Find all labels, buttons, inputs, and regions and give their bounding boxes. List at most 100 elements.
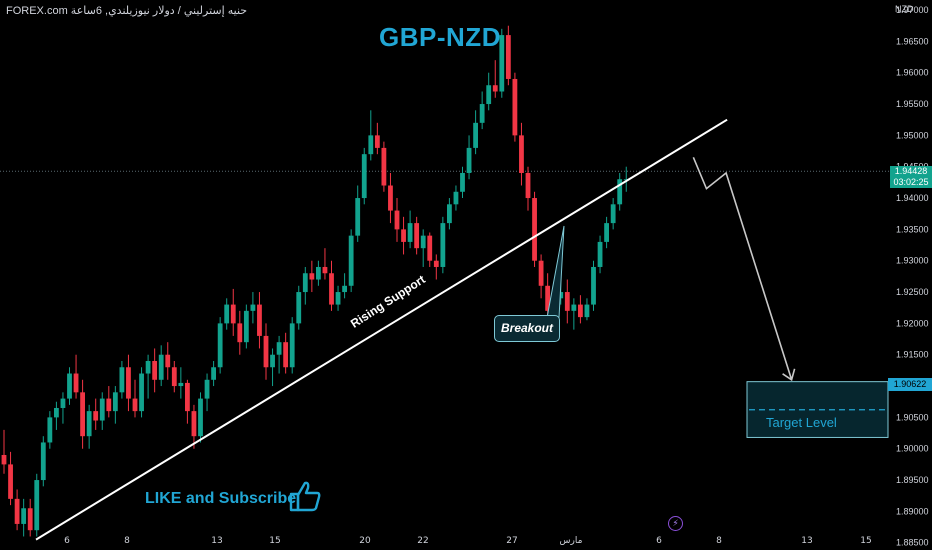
candle-down [73, 373, 79, 393]
candle-down [283, 342, 289, 368]
candle-up [610, 204, 616, 224]
price-tick-label: 1.89500 [896, 475, 929, 485]
price-tick-label: 1.93500 [896, 224, 929, 234]
target-level-label: Target Level [766, 415, 837, 430]
price-tick-label: 1.88500 [896, 538, 929, 548]
candle-up [617, 179, 623, 205]
candle-up [407, 223, 413, 242]
candle-down [126, 367, 131, 399]
candle-up [34, 480, 40, 531]
price-tick-label: 1.96000 [896, 68, 929, 78]
candle-down [545, 285, 551, 311]
date-tick-label: 6 [656, 536, 662, 546]
price-tick-label: 1.89000 [896, 506, 929, 516]
candle-down [381, 147, 387, 186]
candle-up [460, 172, 465, 192]
candle-up [473, 122, 478, 148]
price-tick-label: 1.95500 [896, 99, 929, 109]
candle-down [1, 454, 7, 465]
candle-down [414, 223, 420, 249]
candle-down [505, 35, 511, 79]
candle-down [191, 411, 197, 437]
candle-down [257, 304, 262, 336]
date-tick-label: 27 [506, 536, 517, 546]
candle-up [584, 304, 590, 318]
candle-down [80, 392, 85, 437]
price-tick-label: 1.96500 [896, 36, 929, 46]
candle-up [368, 135, 374, 155]
date-tick-label: 13 [801, 536, 812, 546]
candle-up [316, 266, 321, 280]
candle-up [99, 398, 105, 421]
price-tick-label: 1.90500 [896, 412, 929, 422]
current-price-tag: 1.94428 03:02:25 [890, 166, 932, 188]
price-axis-unit: NZD [895, 4, 914, 14]
candle-up [447, 204, 452, 224]
candle-up [145, 360, 151, 374]
candle-up [342, 285, 347, 293]
candle-up [21, 508, 27, 524]
candle-down [427, 235, 433, 261]
candle-down [532, 198, 537, 261]
candle-up [250, 304, 256, 311]
chart-title: GBP-NZD [379, 22, 501, 52]
candle-up [276, 342, 282, 355]
candle-up [499, 35, 505, 92]
candle-up [224, 304, 230, 324]
price-tick-label: 1.92000 [896, 318, 929, 328]
price-tick-label: 1.95000 [896, 130, 929, 140]
candle-down [433, 260, 439, 267]
candle-down [309, 273, 315, 280]
candle-up [335, 292, 341, 305]
candle-up [440, 223, 446, 267]
candle-up [604, 223, 609, 242]
candle-up [296, 292, 302, 324]
candle-up [112, 392, 118, 412]
candle-down [512, 78, 518, 136]
candle-up [348, 235, 354, 286]
candle-up [558, 292, 564, 299]
candle-down [237, 323, 243, 343]
bolt-icon[interactable]: ⚡ [668, 516, 683, 531]
date-tick-label: 15 [860, 536, 871, 546]
candle-down [564, 292, 570, 311]
current-price-value: 1.94428 [894, 166, 928, 176]
candle-down [132, 398, 138, 412]
candle-down [492, 85, 498, 92]
candle-down [519, 135, 524, 173]
candle-down [263, 335, 269, 368]
thumbs-up-icon [289, 481, 321, 512]
candle-up [40, 442, 46, 481]
candle-up [60, 398, 66, 408]
candle-down [401, 229, 406, 242]
candle-up [86, 411, 92, 437]
candle-down [374, 135, 380, 148]
rising-support-line [35, 118, 728, 541]
candle-down [230, 304, 236, 324]
date-tick-label: 8 [716, 536, 722, 546]
candle-down [171, 367, 177, 387]
candle-down [93, 411, 99, 421]
candle-up [204, 379, 210, 399]
candle-timer: 03:02:25 [893, 177, 929, 187]
candle-up [623, 179, 629, 181]
candle-down [185, 382, 190, 412]
candle-up [420, 235, 426, 249]
date-tick-label: 22 [417, 536, 428, 546]
target-price-tag: 1.90622 [888, 378, 932, 391]
breakout-pointer [546, 225, 565, 319]
date-tick-label: 8 [124, 536, 130, 546]
candle-up [178, 382, 184, 387]
candle-down [14, 498, 20, 524]
date-tick-label: 13 [211, 536, 222, 546]
date-tick-label: 6 [64, 536, 70, 546]
price-tick-label: 1.92500 [896, 287, 929, 297]
candle-down [152, 360, 158, 380]
breakout-callout: Breakout [494, 315, 560, 342]
candle-up [361, 154, 367, 199]
candle-up [591, 266, 596, 305]
chart-source-text: FOREX.com حنيه إسترليني / دولار نيوزيلند… [6, 5, 248, 17]
candle-up [139, 373, 144, 412]
candle-up [466, 147, 472, 173]
